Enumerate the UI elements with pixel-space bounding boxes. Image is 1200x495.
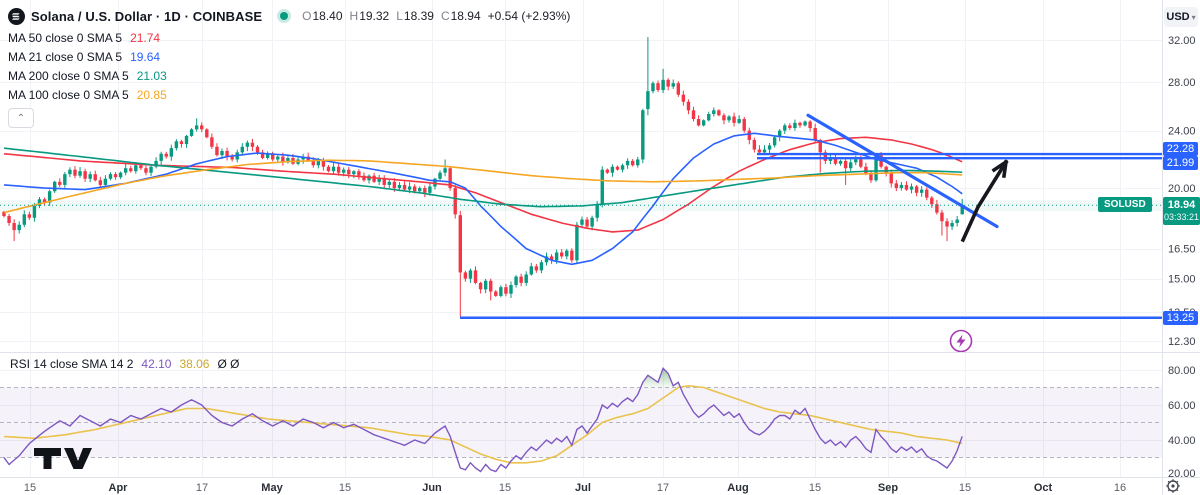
svg-text:15: 15 — [499, 482, 511, 494]
arrow-annotation[interactable] — [960, 159, 1009, 243]
legend-row-ma100[interactable]: MA 100 close 0 SMA 5 20.85 — [8, 87, 167, 102]
solana-logo-icon — [8, 7, 25, 25]
chevron-up-icon: ⌃ — [16, 112, 26, 124]
legend-row-ma21[interactable]: MA 21 close 0 SMA 5 19.64 — [8, 49, 161, 64]
support-badge: 13.25 — [1163, 310, 1198, 325]
svg-text:Jun: Jun — [422, 482, 442, 494]
svg-text:Sep: Sep — [878, 482, 898, 494]
svg-text:17: 17 — [196, 482, 208, 494]
svg-text:15.00: 15.00 — [1168, 274, 1196, 286]
svg-text:16: 16 — [1114, 482, 1126, 494]
collapse-legend-button[interactable]: ⌃ — [8, 108, 34, 128]
rsi-axis[interactable]: 80.00 60.00 40.00 20.00 — [1168, 365, 1196, 480]
rsi-value: 42.10 — [141, 357, 172, 371]
symbol-title-row[interactable]: Solana / U.S. Dollar · 1D · COINBASE O18… — [8, 4, 570, 28]
svg-text:May: May — [261, 482, 283, 494]
rsi-legend-row[interactable]: RSI 14 close SMA 14 2 42.10 38.06 Ø Ø — [10, 357, 239, 371]
rsi-overbought-fill — [642, 368, 679, 388]
ma-line — [3, 136, 963, 233]
bar-countdown: 03:33:21 — [1163, 212, 1200, 223]
svg-text:32.00: 32.00 — [1168, 35, 1196, 47]
symbol-legend: Solana / U.S. Dollar · 1D · COINBASE O18… — [8, 4, 570, 128]
svg-text:Oct: Oct — [1034, 482, 1053, 494]
svg-text:12.30: 12.30 — [1168, 336, 1196, 348]
svg-text:20.00: 20.00 — [1168, 183, 1196, 195]
svg-text:24.00: 24.00 — [1168, 126, 1196, 138]
svg-text:20.00: 20.00 — [1168, 468, 1196, 480]
ohlc-values: O18.40 H19.32 L18.39 C18.94 — [302, 9, 481, 23]
ma-line — [3, 132, 963, 266]
rsi-signal-line — [3, 384, 963, 464]
tradingview-logo — [34, 448, 92, 469]
drawing-tools[interactable] — [460, 113, 1162, 320]
resistance-lower-badge: 21.99 — [1163, 156, 1198, 171]
rsi-zero-flags: Ø Ø — [217, 357, 240, 371]
market-status-icon[interactable] — [280, 12, 289, 20]
svg-text:17: 17 — [657, 482, 669, 494]
svg-text:15: 15 — [339, 482, 351, 494]
svg-text:60.00: 60.00 — [1168, 400, 1196, 412]
flash-icon[interactable] — [949, 329, 973, 353]
svg-text:Aug: Aug — [727, 482, 748, 494]
symbol-title[interactable]: Solana / U.S. Dollar · 1D · COINBASE — [31, 8, 263, 24]
svg-text:Apr: Apr — [109, 482, 129, 494]
symbol-price-label: SOLUSD — [1098, 197, 1152, 213]
change-value: +0.54 (+2.93%) — [487, 9, 571, 23]
legend-row-ma50[interactable]: MA 50 close 0 SMA 5 21.74 — [8, 30, 161, 45]
svg-text:80.00: 80.00 — [1168, 365, 1196, 377]
time-axis-settings-icon[interactable] — [1166, 479, 1180, 493]
last-price-badge: 18.94 03:33:21 — [1163, 197, 1200, 226]
rsi-signal-value: 38.06 — [179, 357, 210, 371]
currency-selector-button[interactable]: USD ▾ — [1164, 7, 1198, 27]
svg-text:15: 15 — [809, 482, 821, 494]
svg-text:Jul: Jul — [575, 482, 591, 494]
rsi-band — [0, 387, 1162, 458]
svg-text:15: 15 — [959, 482, 971, 494]
legend-row-ma200[interactable]: MA 200 close 0 SMA 5 21.03 — [8, 68, 167, 83]
time-axis[interactable]: 15 Apr 17 May 15 Jun 15 Jul 17 Aug 15 Sep 15 Oct 16 — [24, 482, 1126, 494]
descending-trendline — [806, 113, 999, 229]
resistance-upper-badge: 22.28 — [1163, 142, 1198, 157]
svg-text:15: 15 — [24, 482, 36, 494]
svg-text:28.00: 28.00 — [1168, 77, 1196, 89]
svg-text:40.00: 40.00 — [1168, 435, 1196, 447]
moving-average-lines — [3, 132, 963, 266]
svg-text:16.50: 16.50 — [1168, 244, 1196, 256]
rsi-plot — [3, 367, 963, 473]
rsi-legend-label: RSI 14 close SMA 14 2 — [10, 357, 134, 371]
ma-line — [3, 159, 963, 214]
rsi-line — [3, 367, 963, 473]
ma-line — [3, 147, 963, 208]
chevron-down-icon: ▾ — [1191, 12, 1196, 22]
